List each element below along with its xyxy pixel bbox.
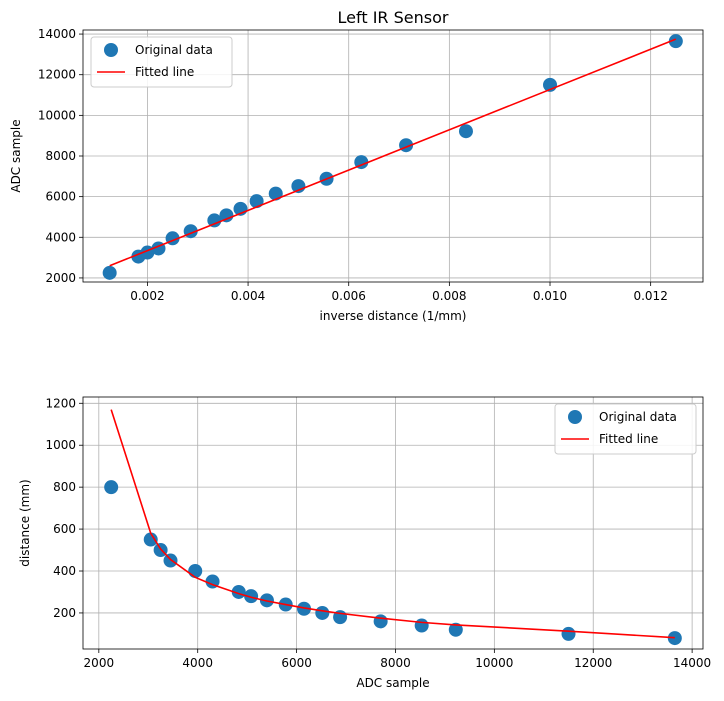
chart1-data-point [297, 601, 312, 616]
chart1-data-point [143, 532, 158, 547]
chart0-x-axis-label: inverse distance (1/mm) [320, 309, 467, 323]
chart0-x-tick-label: 0.008 [432, 289, 466, 303]
chart1-x-tick-label: 6000 [281, 656, 312, 670]
chart1-data-point [163, 553, 178, 568]
chart1-x-tick-label: 4000 [182, 656, 213, 670]
chart1-data-point [188, 564, 203, 579]
chart1-legend-label-points: Original data [599, 410, 677, 424]
chart0-y-tick-label: 10000 [38, 108, 76, 122]
chart0-y-tick-label: 8000 [45, 149, 76, 163]
chart1-data-point [373, 614, 388, 629]
chart1-y-tick-label: 800 [53, 480, 76, 494]
chart1-data-point [104, 480, 119, 495]
chart1-x-tick-label: 8000 [380, 656, 411, 670]
chart1-data-point [414, 618, 429, 633]
bottom-chart-panel: 2000 4000 6000 8000 10000 12000 14000 200 400 600… [18, 396, 711, 690]
chart0-y-tick-label: 12000 [38, 68, 76, 82]
top-chart-panel: 0.002 0.004 0.006 0.008 0.010 0.012 2000 4000 60… [9, 8, 704, 323]
chart1-legend-marker-points [568, 410, 582, 424]
chart1-y-tick-label: 1000 [45, 438, 76, 452]
chart1-y-tick-label: 1200 [45, 396, 76, 410]
chart0-data-point [102, 265, 117, 280]
chart0-legend-box [90, 36, 233, 88]
chart0-x-tick-label: 0.010 [533, 289, 567, 303]
chart0-y-tick-label: 2000 [45, 271, 76, 285]
chart1-x-tick-label: 14000 [673, 656, 711, 670]
chart0-data-point [458, 124, 473, 139]
chart1-fitted-line [110, 409, 675, 639]
chart1-legend-box [554, 403, 697, 455]
chart1-data-point [561, 626, 576, 641]
chart1-x-tick-label: 10000 [475, 656, 513, 670]
chart1-axes-frame [82, 396, 704, 650]
chart1-data-point [244, 589, 259, 604]
chart1-x-axis-label: ADC sample [356, 676, 429, 690]
chart0-x-tick-label: 0.006 [332, 289, 366, 303]
chart0-data-point [219, 208, 234, 223]
chart0-data-point [668, 34, 683, 49]
chart0-x-tick-label: 0.002 [130, 289, 164, 303]
chart1-legend-label-line: Fitted line [599, 432, 658, 446]
chart1-y-tick-label: 400 [53, 564, 76, 578]
chart0-fitted-line [109, 38, 677, 267]
chart0-plot-area [102, 34, 683, 280]
chart0-title: Left IR Sensor [338, 8, 449, 27]
chart0-x-tick-label: 0.004 [231, 289, 265, 303]
chart1-y-tick-label: 200 [53, 606, 76, 620]
chart1-data-point [448, 622, 463, 637]
chart1-data-point [667, 631, 682, 646]
chart0-y-tick-label: 4000 [45, 230, 76, 244]
chart1-plot-area [104, 409, 682, 646]
chart1-data-point [205, 574, 220, 589]
chart0-y-tick-label: 14000 [38, 27, 76, 41]
chart1-y-tick-label: 600 [53, 522, 76, 536]
chart0-y-tick-label: 6000 [45, 190, 76, 204]
chart0-legend-marker-points [104, 43, 118, 57]
chart0-legend: Original data Fitted line [90, 36, 233, 88]
chart0-legend-label-line: Fitted line [135, 65, 194, 79]
chart1-x-tick-label: 2000 [84, 656, 115, 670]
chart1-data-point [315, 605, 330, 620]
chart1-legend: Original data Fitted line [554, 403, 697, 455]
chart0-legend-label-points: Original data [135, 43, 213, 57]
chart0-x-tick-label: 0.012 [633, 289, 667, 303]
chart0-data-point [207, 213, 222, 228]
chart1-x-tick-label: 12000 [574, 656, 612, 670]
chart0-data-point [249, 194, 264, 209]
chart1-y-axis-label: distance (mm) [18, 479, 32, 566]
chart0-y-axis-label: ADC sample [9, 119, 23, 192]
